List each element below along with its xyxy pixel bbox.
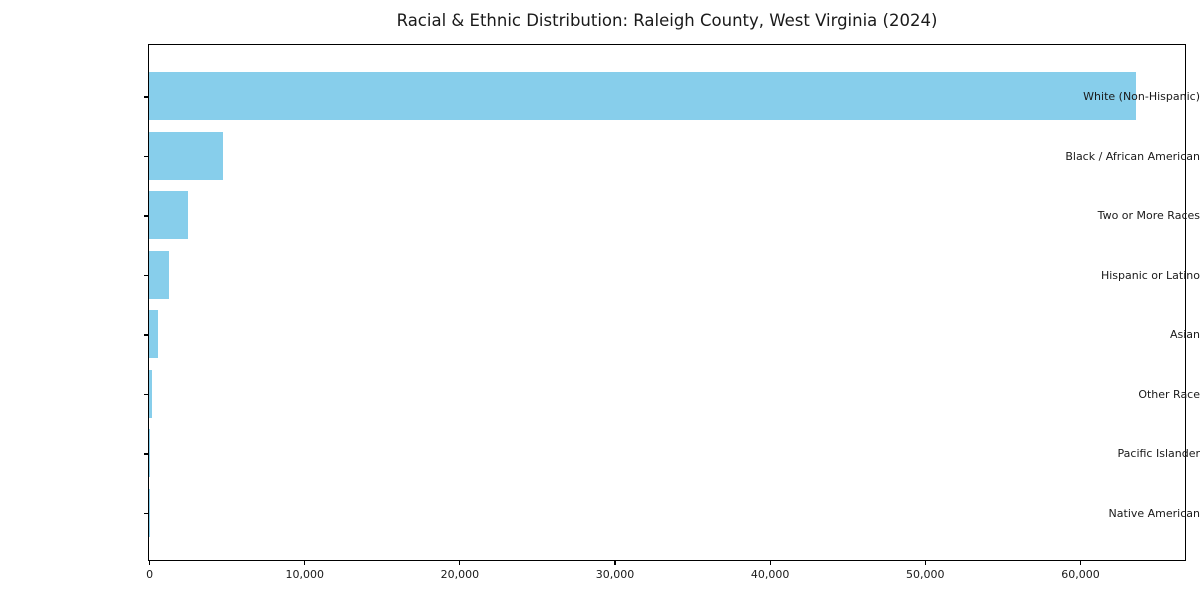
y-tick-label-black-african-american: Black / African American	[1065, 149, 1200, 163]
x-tick-label: 50,000	[906, 568, 945, 581]
y-tick-mark	[144, 96, 148, 98]
x-tick-mark	[459, 561, 461, 565]
x-tick-mark	[304, 561, 306, 565]
x-tick-label: 20,000	[440, 568, 480, 581]
x-tick-mark	[1079, 561, 1082, 565]
y-tick-mark	[144, 215, 148, 217]
y-tick-mark	[144, 334, 148, 336]
bar-other-race	[149, 369, 152, 418]
bar-asian	[149, 310, 158, 359]
y-tick-label-asian: Asian	[1169, 328, 1200, 341]
bar-two-or-more-races	[149, 191, 188, 240]
x-tick-mark	[149, 561, 151, 565]
y-tick-label-hispanic-or-latino: Hispanic or Latino	[1100, 268, 1200, 282]
y-tick-mark	[144, 155, 148, 158]
x-tick-mark	[614, 561, 616, 565]
bar-hispanic-or-latino	[149, 250, 170, 299]
x-tick-label: 60,000	[1061, 568, 1100, 581]
plot-area	[148, 44, 1186, 561]
x-tick-label: 0	[146, 568, 154, 581]
bar-black-african-american	[149, 131, 224, 180]
x-tick-mark	[769, 561, 771, 565]
y-tick-mark	[144, 512, 148, 515]
y-tick-label-native-american: Native American	[1108, 506, 1200, 520]
y-tick-label-two-or-more-races: Two or More Races	[1097, 209, 1200, 222]
y-tick-label-white-non-hispanic: White (Non-Hispanic)	[1083, 90, 1200, 103]
y-tick-label-other-race: Other Race	[1138, 387, 1200, 401]
x-tick-label: 30,000	[595, 568, 635, 581]
bar-white-non-hispanic	[149, 72, 1136, 121]
chart-title: Racial & Ethnic Distribution: Raleigh Co…	[396, 11, 938, 30]
y-tick-mark	[144, 453, 148, 455]
y-tick-mark	[144, 393, 148, 396]
y-tick-mark	[144, 274, 148, 277]
x-tick-mark	[924, 561, 926, 565]
x-tick-label: 40,000	[750, 568, 790, 581]
y-tick-label-pacific-islander: Pacific Islander	[1117, 447, 1200, 460]
x-tick-label: 10,000	[285, 568, 324, 581]
